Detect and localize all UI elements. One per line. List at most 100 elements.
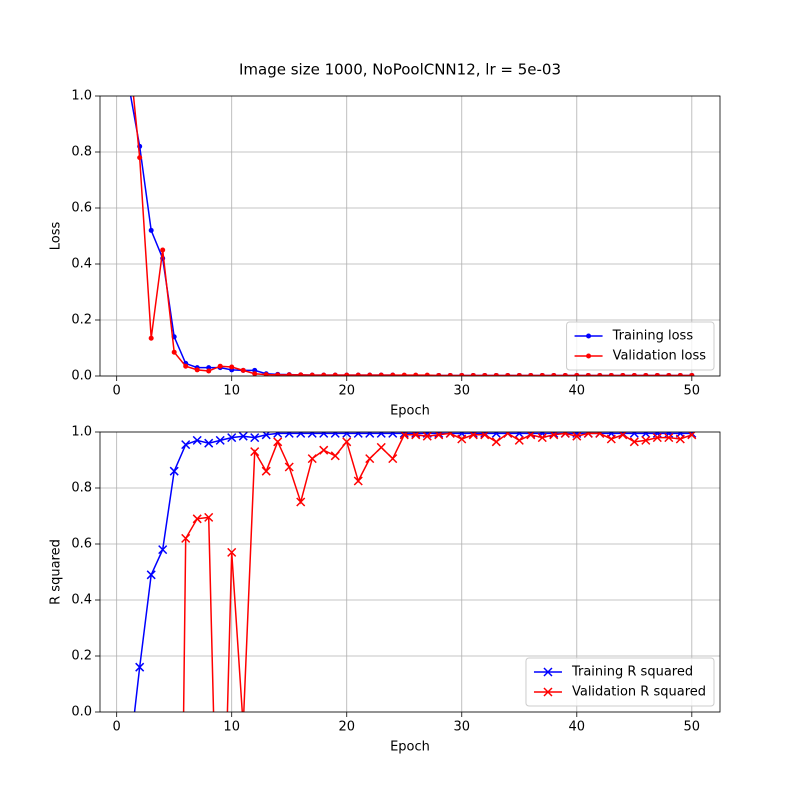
y-tick-label: 0.6 xyxy=(71,537,92,552)
point-marker xyxy=(401,372,407,376)
point-marker xyxy=(551,372,557,376)
point-marker xyxy=(365,432,375,438)
point-marker xyxy=(204,438,214,448)
legend-frame xyxy=(566,321,715,371)
point-marker xyxy=(309,372,315,376)
point-marker xyxy=(160,247,166,253)
point-marker xyxy=(514,432,524,438)
point-marker xyxy=(664,433,674,443)
point-marker xyxy=(631,372,637,376)
point-marker xyxy=(183,363,189,369)
point-marker xyxy=(137,155,143,161)
legend-label: Validation R squared xyxy=(572,685,706,700)
point-marker xyxy=(537,432,547,438)
point-marker xyxy=(503,432,513,438)
point-marker xyxy=(376,442,386,452)
y-tick-label: 0.8 xyxy=(71,481,92,496)
point-marker xyxy=(388,454,398,464)
point-marker xyxy=(263,372,269,376)
point-marker xyxy=(217,363,223,369)
point-marker xyxy=(181,440,191,450)
point-marker xyxy=(493,372,499,376)
point-marker xyxy=(583,432,593,438)
plot-area xyxy=(133,432,697,712)
point-marker xyxy=(422,432,432,441)
point-marker xyxy=(169,466,179,476)
x-tick-label: 10 xyxy=(223,384,240,399)
point-marker xyxy=(353,432,363,438)
point-marker xyxy=(307,454,317,464)
legend-marker xyxy=(586,353,592,359)
point-marker xyxy=(491,432,501,438)
point-marker xyxy=(296,497,306,507)
series-line xyxy=(182,432,693,712)
point-marker xyxy=(399,432,409,438)
x-tick-label: 30 xyxy=(453,720,470,735)
point-marker xyxy=(204,512,214,522)
point-marker xyxy=(595,432,605,438)
plot-area xyxy=(129,96,695,376)
point-marker xyxy=(342,437,352,447)
legend-marker xyxy=(543,667,553,677)
y-tick-label: 0.2 xyxy=(71,649,92,664)
legend: Training loss Validation loss xyxy=(566,321,715,371)
point-marker xyxy=(562,372,568,376)
y-tick-label: 0.2 xyxy=(71,313,92,328)
point-marker xyxy=(365,454,375,464)
point-marker xyxy=(273,432,283,438)
point-marker xyxy=(298,372,304,376)
legend-frame xyxy=(525,657,715,707)
legend-label: Training R squared xyxy=(571,665,693,680)
point-marker xyxy=(643,372,649,376)
point-marker xyxy=(206,368,212,374)
point-marker xyxy=(321,372,327,376)
point-marker xyxy=(194,367,200,373)
point-marker xyxy=(367,372,373,376)
point-marker xyxy=(332,372,338,376)
point-marker xyxy=(388,432,398,438)
point-marker xyxy=(654,372,660,376)
point-marker xyxy=(378,372,384,376)
point-marker xyxy=(296,432,306,438)
point-marker xyxy=(238,432,248,441)
legend: Training R squared Validation R squared xyxy=(525,657,715,707)
point-marker xyxy=(376,432,386,438)
x-tick-label: 0 xyxy=(113,720,121,735)
point-marker xyxy=(275,372,281,376)
point-marker xyxy=(227,547,237,557)
point-marker xyxy=(491,437,501,447)
point-marker xyxy=(284,432,294,438)
point-marker xyxy=(307,432,317,438)
point-marker xyxy=(192,514,202,524)
point-marker xyxy=(652,433,662,443)
point-marker xyxy=(250,433,260,443)
point-marker xyxy=(319,445,329,455)
point-marker xyxy=(539,372,545,376)
point-marker xyxy=(252,371,258,376)
y-tick-label: 0.6 xyxy=(71,201,92,216)
point-marker xyxy=(666,372,672,376)
point-marker xyxy=(516,372,522,376)
point-marker xyxy=(319,432,329,438)
point-marker xyxy=(148,335,154,341)
point-marker xyxy=(641,432,651,438)
y-tick-label: 0.4 xyxy=(71,257,92,272)
point-marker xyxy=(181,533,191,543)
point-marker xyxy=(664,432,674,438)
point-marker xyxy=(629,437,639,447)
point-marker xyxy=(148,227,154,233)
legend-label: Validation loss xyxy=(613,349,707,364)
point-marker xyxy=(434,432,444,438)
point-marker xyxy=(240,367,246,373)
x-tick-label: 50 xyxy=(684,720,701,735)
point-marker xyxy=(537,433,547,443)
y-axis-label: R squared xyxy=(49,539,64,605)
point-marker xyxy=(459,372,465,376)
point-marker xyxy=(447,372,453,376)
x-tick-label: 30 xyxy=(453,384,470,399)
point-marker xyxy=(505,372,511,376)
legend-marker xyxy=(586,333,592,339)
point-marker xyxy=(355,372,361,376)
point-marker xyxy=(227,433,237,443)
